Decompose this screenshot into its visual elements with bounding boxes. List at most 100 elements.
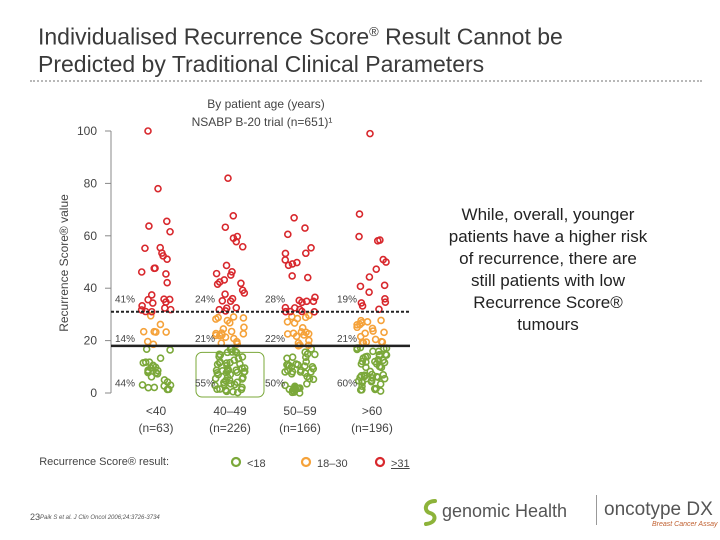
y-tick-label: 20 — [84, 334, 98, 348]
title-registered-mark: ® — [369, 24, 379, 39]
point-high — [365, 288, 373, 296]
legend-marker — [230, 456, 242, 468]
point-low — [232, 366, 240, 374]
chart-title-line2: NSABP B-20 trial (n=651)¹ — [192, 115, 333, 129]
point-high — [284, 230, 292, 239]
point-high — [303, 273, 312, 282]
point-low — [163, 378, 172, 386]
point-mid — [353, 323, 361, 332]
plot-layer: 0 20 40 60 80 100 41% 14% 44% <40 (n=63) 24% 21% 55% 4… — [77, 124, 410, 468]
point-high — [380, 281, 389, 290]
point-mid — [380, 328, 388, 337]
point-low — [356, 386, 365, 394]
point-low — [374, 347, 383, 356]
y-tick-label: 0 — [90, 386, 97, 400]
point-mid — [298, 324, 307, 332]
point-low — [368, 374, 377, 382]
point-low — [367, 377, 376, 386]
point-high — [293, 258, 301, 267]
point-mid — [300, 331, 308, 339]
point-high — [355, 210, 364, 218]
point-high — [382, 258, 390, 266]
point-high — [226, 297, 235, 305]
point-low — [294, 360, 302, 369]
point-high — [302, 297, 311, 306]
point-mid — [361, 329, 369, 338]
point-low — [216, 358, 224, 366]
point-low — [144, 367, 152, 376]
point-low — [357, 360, 366, 368]
point-low — [380, 358, 389, 367]
point-mid — [353, 321, 361, 329]
slide-number: 23 — [30, 512, 41, 522]
point-low — [238, 353, 247, 361]
point-low — [354, 377, 363, 385]
x-category-n: (n=63) — [138, 421, 173, 435]
point-high — [149, 299, 157, 307]
legend-label-low: <18 — [247, 458, 266, 470]
point-mid — [239, 314, 248, 322]
title-divider — [30, 80, 702, 82]
point-low — [232, 348, 241, 357]
point-high — [212, 269, 221, 278]
point-low — [372, 372, 381, 381]
point-high — [232, 303, 241, 312]
x-category-label: 50–59 — [283, 404, 317, 418]
point-low — [141, 358, 150, 366]
point-high — [224, 174, 232, 182]
point-low — [301, 362, 309, 370]
pct-mid-label: 21% — [195, 334, 215, 345]
point-high — [221, 290, 229, 298]
point-high — [162, 298, 170, 306]
point-low — [238, 375, 247, 383]
point-low — [361, 353, 370, 361]
point-high — [163, 278, 171, 287]
point-mid — [212, 315, 220, 323]
point-low — [379, 371, 388, 379]
title-line1-end: Result Cannot be — [378, 23, 563, 50]
point-low — [149, 361, 157, 370]
point-high — [365, 273, 374, 281]
point-low — [166, 346, 174, 354]
point-low — [303, 379, 311, 388]
point-low — [283, 354, 291, 363]
point-high — [311, 293, 319, 302]
point-low — [296, 368, 305, 376]
point-low — [281, 368, 289, 376]
point-low — [147, 373, 156, 381]
pct-high-label: 28% — [265, 295, 285, 306]
pct-low-label: 55% — [195, 379, 215, 390]
point-high — [290, 304, 299, 312]
point-high — [356, 282, 365, 291]
point-low — [213, 385, 221, 394]
point-mid — [239, 330, 248, 338]
point-mid — [240, 323, 248, 332]
point-low — [211, 374, 220, 383]
point-low — [376, 380, 385, 388]
point-high — [284, 261, 293, 270]
point-high — [163, 255, 171, 263]
point-mid — [149, 340, 158, 349]
point-mid — [293, 314, 302, 323]
point-high — [166, 227, 174, 236]
pct-mid-label: 21% — [337, 334, 357, 345]
point-low — [281, 381, 289, 390]
point-mid — [139, 327, 148, 336]
point-high — [220, 276, 229, 284]
point-high — [301, 224, 309, 232]
pct-mid-label: 14% — [115, 334, 135, 345]
point-low — [303, 372, 311, 381]
point-low — [226, 370, 235, 379]
point-low — [222, 387, 231, 396]
point-high — [222, 261, 231, 270]
point-low — [238, 383, 246, 392]
title-line2: Predicted by Traditional Clinical Parame… — [38, 50, 485, 77]
point-low — [164, 385, 173, 394]
pct-high-label: 41% — [115, 295, 135, 306]
point-high — [229, 234, 238, 242]
chart-title-line1: By patient age (years) — [207, 97, 324, 111]
point-low — [138, 381, 147, 389]
point-low — [240, 364, 249, 372]
point-high — [238, 242, 247, 251]
x-category-n: (n=226) — [209, 421, 251, 435]
